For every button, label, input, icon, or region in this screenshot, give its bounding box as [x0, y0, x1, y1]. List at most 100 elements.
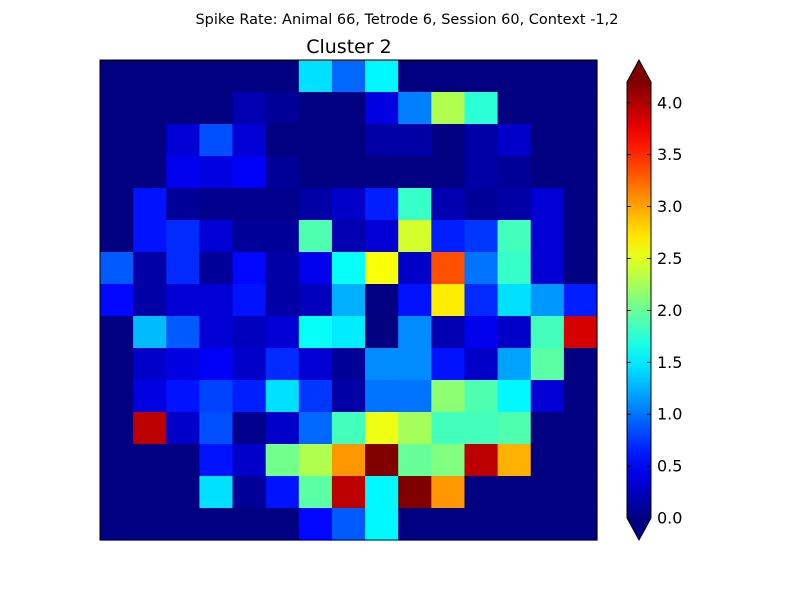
- heatmap-cell: [331, 188, 366, 221]
- heatmap-cell: [199, 380, 234, 413]
- heatmap-cell: [133, 284, 167, 317]
- heatmap-cell: [530, 316, 565, 349]
- heatmap-cell: [199, 412, 234, 445]
- heatmap-cell: [365, 60, 399, 93]
- heatmap-cell: [563, 476, 598, 509]
- heatmap-cell: [331, 348, 366, 381]
- heatmap-cell: [563, 284, 598, 317]
- heatmap-cell: [166, 508, 200, 541]
- heatmap-cell: [431, 412, 466, 445]
- heatmap-cell: [133, 380, 167, 413]
- heatmap-cell: [199, 188, 234, 221]
- heatmap-cell: [133, 316, 167, 349]
- heatmap-cell: [331, 316, 366, 349]
- heatmap-cell: [563, 252, 598, 285]
- heatmap-cell: [398, 316, 432, 349]
- colorbar-tick-label: 3.0: [657, 197, 682, 216]
- heatmap-cell: [265, 156, 300, 189]
- figure-suptitle: Spike Rate: Animal 66, Tetrode 6, Sessio…: [195, 12, 618, 28]
- heatmap-cell: [464, 220, 499, 253]
- heatmap-cell: [365, 188, 399, 221]
- heatmap-cell: [133, 124, 167, 157]
- heatmap-cell: [100, 156, 134, 189]
- heatmap-cell: [398, 60, 432, 93]
- heatmap-cell: [265, 380, 300, 413]
- heatmap-cell: [431, 380, 466, 413]
- heatmap-cell: [166, 60, 200, 93]
- heatmap-cell: [166, 156, 200, 189]
- heatmap-cell: [431, 284, 466, 317]
- heatmap-cell: [166, 380, 200, 413]
- heatmap-cell: [497, 444, 532, 477]
- heatmap-cell: [232, 412, 267, 445]
- heatmap-cell: [100, 444, 134, 477]
- colorbar-tick-label: 3.5: [657, 145, 682, 164]
- heatmap-cell: [530, 220, 565, 253]
- colorbar-tick-label: 0.5: [657, 457, 682, 476]
- heatmap-cell: [464, 252, 499, 285]
- heatmap-cell: [497, 252, 532, 285]
- heatmap-cell: [298, 156, 333, 189]
- heatmap-cell: [133, 92, 167, 125]
- heatmap-cell: [331, 476, 366, 509]
- heatmap-cell: [298, 316, 333, 349]
- heatmap-cell: [133, 188, 167, 221]
- heatmap-cell: [398, 380, 432, 413]
- heatmap-cell: [497, 476, 532, 509]
- heatmap-cell: [331, 412, 366, 445]
- heatmap-cell: [166, 124, 200, 157]
- heatmap-cell: [398, 444, 432, 477]
- heatmap-cell: [497, 156, 532, 189]
- heatmap-cell: [199, 156, 234, 189]
- heatmap-cell: [365, 476, 399, 509]
- heatmap-cell: [298, 348, 333, 381]
- heatmap-cell: [133, 156, 167, 189]
- heatmap-cell: [365, 412, 399, 445]
- heatmap-cell: [563, 444, 598, 477]
- heatmap-cell: [563, 188, 598, 221]
- heatmap-cell: [100, 380, 134, 413]
- heatmap-cell: [431, 476, 466, 509]
- heatmap-cell: [298, 508, 333, 541]
- heatmap-cell: [365, 124, 399, 157]
- heatmap-cell: [431, 156, 466, 189]
- heatmap-cell: [100, 252, 134, 285]
- heatmap-cell: [398, 124, 432, 157]
- colorbar-extend-max: [627, 60, 651, 82]
- heatmap-cell: [232, 508, 267, 541]
- heatmap-cell: [265, 284, 300, 317]
- heatmap-cell: [464, 188, 499, 221]
- heatmap-cell: [331, 60, 366, 93]
- heatmap-cell: [331, 92, 366, 125]
- heatmap-cell: [100, 220, 134, 253]
- heatmap-cell: [265, 412, 300, 445]
- heatmap-cell: [563, 380, 598, 413]
- chart-title: Cluster 2: [306, 36, 392, 58]
- heatmap-cell: [365, 508, 399, 541]
- heatmap-cell: [298, 220, 333, 253]
- heatmap-cell: [133, 252, 167, 285]
- heatmap-cell: [365, 380, 399, 413]
- heatmap-cell: [431, 348, 466, 381]
- heatmap-cell: [298, 124, 333, 157]
- heatmap-cell: [298, 188, 333, 221]
- heatmap-cell: [133, 476, 167, 509]
- heatmap-cell: [563, 156, 598, 189]
- heatmap-cell: [331, 508, 366, 541]
- plot-frame: [99, 59, 598, 541]
- heatmap-cell: [199, 92, 234, 125]
- heatmap-cell: [365, 220, 399, 253]
- heatmap-cell: [199, 508, 234, 541]
- heatmap-cell: [298, 252, 333, 285]
- heatmap-cell: [431, 444, 466, 477]
- heatmap-cell: [166, 252, 200, 285]
- heatmap-cell: [265, 316, 300, 349]
- heatmap-cell: [331, 252, 366, 285]
- heatmap-cell: [530, 252, 565, 285]
- heatmap-cell: [331, 124, 366, 157]
- heatmap-cell: [530, 188, 565, 221]
- heatmap-cell: [398, 412, 432, 445]
- heatmap-cell: [265, 124, 300, 157]
- heatmap-cell: [166, 476, 200, 509]
- heatmap-cell: [464, 156, 499, 189]
